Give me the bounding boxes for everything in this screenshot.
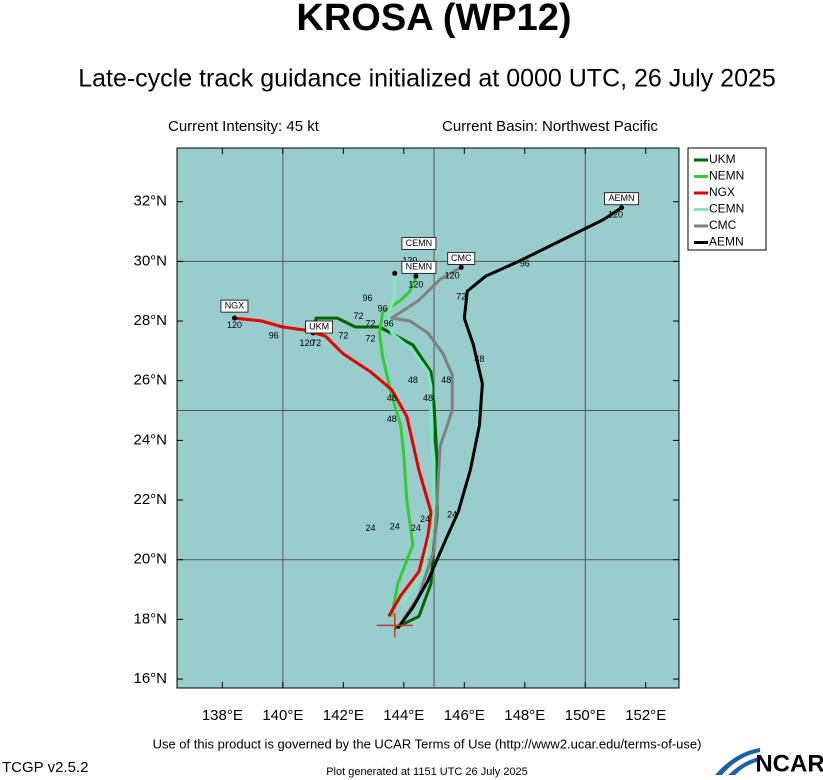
model-label-box — [220, 299, 249, 313]
model-label: CMC — [451, 253, 472, 263]
hour-label: 72 — [456, 292, 466, 302]
hour-label: 120 — [402, 256, 417, 266]
model-label: NGX — [225, 300, 245, 310]
hour-label: 24 — [420, 514, 430, 524]
terms: Use of this product is governed by the U… — [153, 736, 702, 751]
legend-label: NGX — [709, 185, 735, 199]
version: TCGP v2.5.2 — [2, 759, 88, 776]
y-tick-label: 16°N — [133, 670, 167, 687]
hour-label: 96 — [378, 303, 388, 313]
x-tick-label: 146°E — [444, 707, 485, 724]
track-end — [619, 205, 625, 211]
model-label: AEMN — [609, 193, 635, 203]
hour-label: 120 — [445, 271, 460, 281]
y-tick-label: 22°N — [133, 491, 167, 508]
y-tick-label: 32°N — [133, 193, 167, 210]
x-tick-label: 150°E — [565, 707, 606, 724]
intensity: Current Intensity: 45 kt — [168, 118, 320, 135]
legend-label: CMC — [709, 218, 737, 232]
hour-label: 24 — [366, 523, 376, 533]
model-label-box — [604, 192, 639, 206]
hour-label: 72 — [311, 338, 321, 348]
logo-icon — [715, 748, 760, 775]
hour-label: 48 — [474, 354, 484, 364]
y-tick-label: 28°N — [133, 312, 167, 329]
y-tick-label: 20°N — [133, 551, 167, 568]
hour-label: 48 — [423, 393, 433, 403]
y-tick-label: 30°N — [133, 252, 167, 269]
hour-label: 48 — [441, 375, 451, 385]
track-end — [413, 273, 419, 279]
model-label-box — [305, 320, 334, 334]
track — [378, 275, 418, 617]
model-label-box — [401, 260, 437, 274]
model-label: CEMN — [406, 238, 433, 248]
hour-label: 24 — [411, 523, 421, 533]
y-tick-label: 18°N — [133, 610, 167, 627]
hour-label: 120 — [227, 320, 242, 330]
hour-label: 96 — [269, 330, 279, 340]
hour-label: 96 — [363, 293, 373, 303]
model-label-box — [447, 251, 476, 265]
legend-label: NEMN — [709, 169, 744, 183]
generated: Plot generated at 1151 UTC 26 July 2025 — [326, 766, 528, 778]
logo: NCAR — [755, 750, 823, 777]
track-end — [231, 315, 237, 321]
model-label-box — [401, 237, 437, 250]
chart-subtitle: Late-cycle track guidance initialized at… — [78, 65, 776, 93]
hour-label: 72 — [338, 330, 348, 340]
hour-label: 24 — [390, 521, 400, 531]
legend-box — [687, 147, 767, 251]
track-end — [392, 270, 398, 276]
map-background — [176, 147, 680, 689]
hour-label: 120 — [408, 280, 423, 290]
hour-label: 48 — [387, 414, 397, 424]
legend-label: CEMN — [709, 202, 744, 216]
hour-label: 48 — [387, 393, 397, 403]
x-tick-label: 148°E — [504, 707, 545, 724]
track-end — [458, 264, 464, 270]
hour-label: 72 — [353, 311, 363, 321]
x-tick-label: 140°E — [262, 707, 303, 724]
chart-title: KROSA (WP12) — [296, 0, 571, 39]
track — [234, 316, 433, 618]
hour-label: 72 — [366, 318, 376, 328]
hour-label: 120 — [608, 210, 623, 220]
x-tick-label: 142°E — [323, 707, 364, 724]
hour-label: 120 — [300, 338, 315, 348]
legend: UKM NEMN NGX CEMN CMC AEMN — [687, 147, 767, 251]
x-tick-label: 138°E — [202, 707, 243, 724]
track — [390, 265, 463, 630]
legend-label: UKM — [709, 152, 736, 166]
x-tick-label: 144°E — [383, 707, 424, 724]
model-label: UKM — [309, 321, 329, 331]
track — [396, 206, 623, 630]
hour-label: 24 — [447, 509, 457, 519]
legend-label: AEMN — [709, 235, 744, 249]
hour-label: 72 — [366, 333, 376, 343]
y-tick-label: 26°N — [133, 372, 167, 389]
hour-label: 48 — [408, 375, 418, 385]
basin: Current Basin: Northwest Pacific — [442, 118, 658, 135]
model-label: NEMN — [406, 262, 433, 272]
y-tick-label: 24°N — [133, 431, 167, 448]
track — [387, 273, 436, 606]
x-tick-label: 152°E — [625, 707, 666, 724]
hour-label: 96 — [384, 318, 394, 328]
hour-label: 96 — [520, 259, 530, 269]
